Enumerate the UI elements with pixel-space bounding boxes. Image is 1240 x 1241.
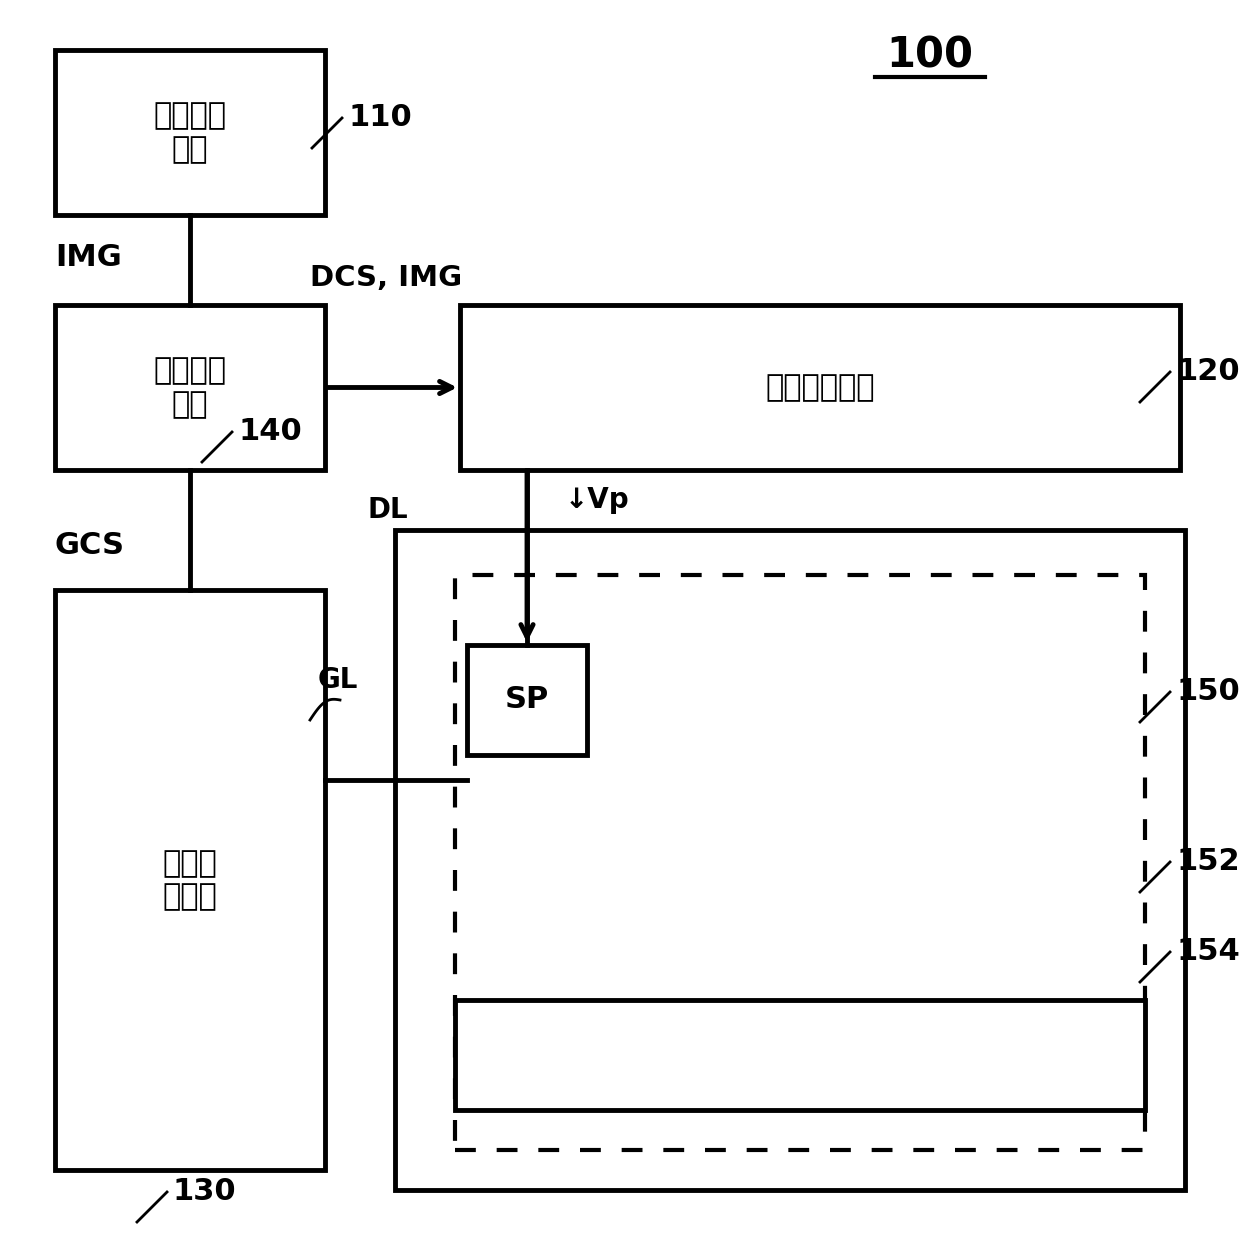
Bar <box>55 305 325 470</box>
Text: 栊极驱
动设备: 栊极驱 动设备 <box>162 849 217 911</box>
Bar <box>55 589 325 1170</box>
Text: 数据驱动设备: 数据驱动设备 <box>765 374 874 402</box>
Text: 120: 120 <box>1176 357 1240 386</box>
Text: GL: GL <box>317 666 358 694</box>
Bar <box>396 530 1185 1190</box>
Text: 140: 140 <box>238 417 301 447</box>
Text: 图像处理
设备: 图像处理 设备 <box>154 102 227 164</box>
Bar <box>467 645 587 755</box>
Text: GCS: GCS <box>55 530 125 560</box>
Text: 150: 150 <box>1176 678 1240 706</box>
Text: SP: SP <box>505 685 549 715</box>
Text: 130: 130 <box>174 1178 237 1206</box>
Text: DCS, IMG: DCS, IMG <box>310 264 463 292</box>
Bar <box>455 575 1145 1150</box>
Bar <box>455 1000 1145 1109</box>
Text: 数据处理
设备: 数据处理 设备 <box>154 356 227 418</box>
Text: 110: 110 <box>348 103 412 133</box>
Bar <box>55 50 325 215</box>
Text: DL: DL <box>367 496 408 524</box>
Text: ↓Vp: ↓Vp <box>565 486 630 514</box>
Text: IMG: IMG <box>55 243 122 273</box>
Text: 100: 100 <box>887 34 973 76</box>
Bar <box>460 305 1180 470</box>
Text: 154: 154 <box>1176 937 1240 967</box>
Text: 152: 152 <box>1176 848 1240 876</box>
